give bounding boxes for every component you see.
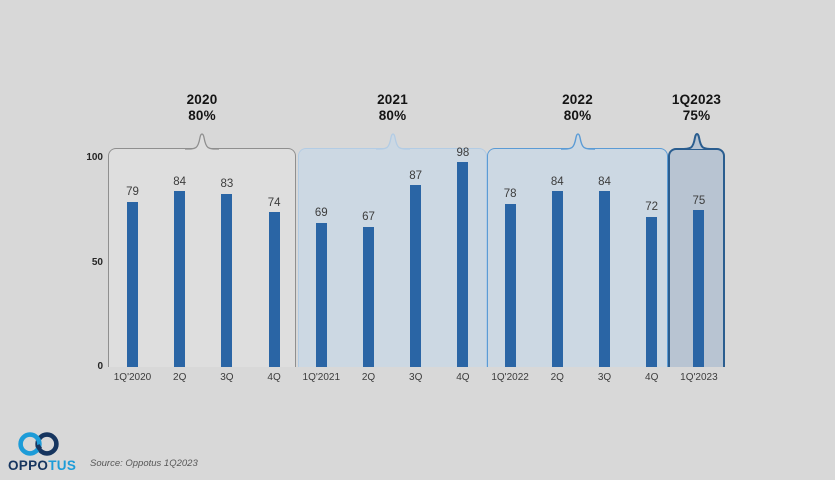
- logo-text-primary: OPPO: [8, 458, 49, 473]
- bar-2Q: [363, 226, 374, 367]
- x-tick-label: 4Q: [456, 372, 470, 383]
- bar-value-label: 84: [173, 175, 187, 188]
- curly-brace-icon: [560, 133, 595, 150]
- bar-4Q: [268, 212, 280, 367]
- source-note: Source: Oppotus 1Q2023: [90, 458, 198, 469]
- group-header-1Q2023: 1Q2023 75%: [627, 92, 767, 123]
- x-tick-label: 2Q: [550, 372, 564, 383]
- logo-text-secondary: TUS: [48, 458, 77, 473]
- x-tick-label: 1Q'2022: [491, 372, 529, 383]
- bar-value-label: 98: [456, 146, 470, 159]
- group-year-label: 2022: [562, 92, 593, 107]
- group-header-2020: 2020 80%: [132, 92, 272, 123]
- bar-4Q: [457, 162, 469, 367]
- x-tick-label: 2Q: [173, 372, 187, 383]
- bar-value-label: 84: [598, 175, 611, 188]
- bar-value-label: 75: [692, 194, 706, 207]
- bar-3Q: [599, 191, 610, 367]
- bar-value-label: 72: [645, 201, 659, 214]
- group-year-label: 2021: [377, 92, 408, 107]
- y-tick-label: 50: [91, 256, 103, 268]
- bar-1Q'2021: [315, 222, 327, 367]
- group-share-label: 80%: [563, 107, 592, 123]
- bar-value-label: 74: [267, 196, 281, 209]
- bar-4Q: [646, 216, 658, 367]
- oppotus-logo-text: OPPOTUS: [8, 458, 76, 473]
- bar-value-label: 87: [409, 169, 423, 182]
- oppotus-logo-rings-icon: [18, 432, 59, 456]
- bar-1Q'2023: [693, 210, 705, 367]
- group-share-label: 80%: [378, 107, 407, 123]
- group-panel-2021: [298, 148, 487, 367]
- group-panel-2022: [487, 148, 668, 367]
- curly-brace-icon: [375, 133, 410, 150]
- x-tick-label: 1Q'2023: [680, 372, 718, 383]
- group-share-label: 75%: [682, 107, 711, 123]
- curly-brace-icon: [679, 133, 714, 150]
- x-tick-label: 2Q: [361, 372, 376, 383]
- bar-value-label: 79: [126, 186, 139, 199]
- bar-3Q: [221, 193, 233, 367]
- bar-value-label: 83: [220, 178, 234, 191]
- group-header-2022: 2022 80%: [508, 92, 648, 123]
- bar-1Q'2020: [127, 201, 138, 367]
- group-year-label: 1Q2023: [671, 92, 722, 107]
- x-tick-label: 3Q: [220, 372, 234, 383]
- bar-2Q: [174, 191, 186, 367]
- x-tick-label: 1Q'2020: [113, 372, 152, 383]
- bar-value-label: 78: [503, 188, 517, 201]
- x-tick-label: 4Q: [267, 372, 281, 383]
- x-tick-label: 3Q: [409, 372, 423, 383]
- y-tick-label: 0: [97, 361, 103, 372]
- bar-3Q: [410, 185, 422, 367]
- group-share-label: 80%: [188, 107, 216, 123]
- bar-value-label: 69: [314, 207, 328, 220]
- bar-value-label: 84: [550, 175, 564, 188]
- y-tick-label: 100: [86, 152, 103, 163]
- x-tick-label: 4Q: [645, 372, 659, 383]
- x-tick-label: 3Q: [597, 372, 612, 383]
- bar-value-label: 67: [362, 211, 375, 224]
- group-header-2021: 2021 80%: [323, 92, 463, 123]
- bar-1Q'2022: [504, 203, 516, 367]
- curly-brace-icon: [184, 133, 220, 150]
- x-tick-label: 1Q'2021: [302, 372, 341, 383]
- bar-2Q: [551, 191, 563, 367]
- group-panel-2020: [108, 148, 296, 367]
- group-year-label: 2020: [186, 92, 218, 107]
